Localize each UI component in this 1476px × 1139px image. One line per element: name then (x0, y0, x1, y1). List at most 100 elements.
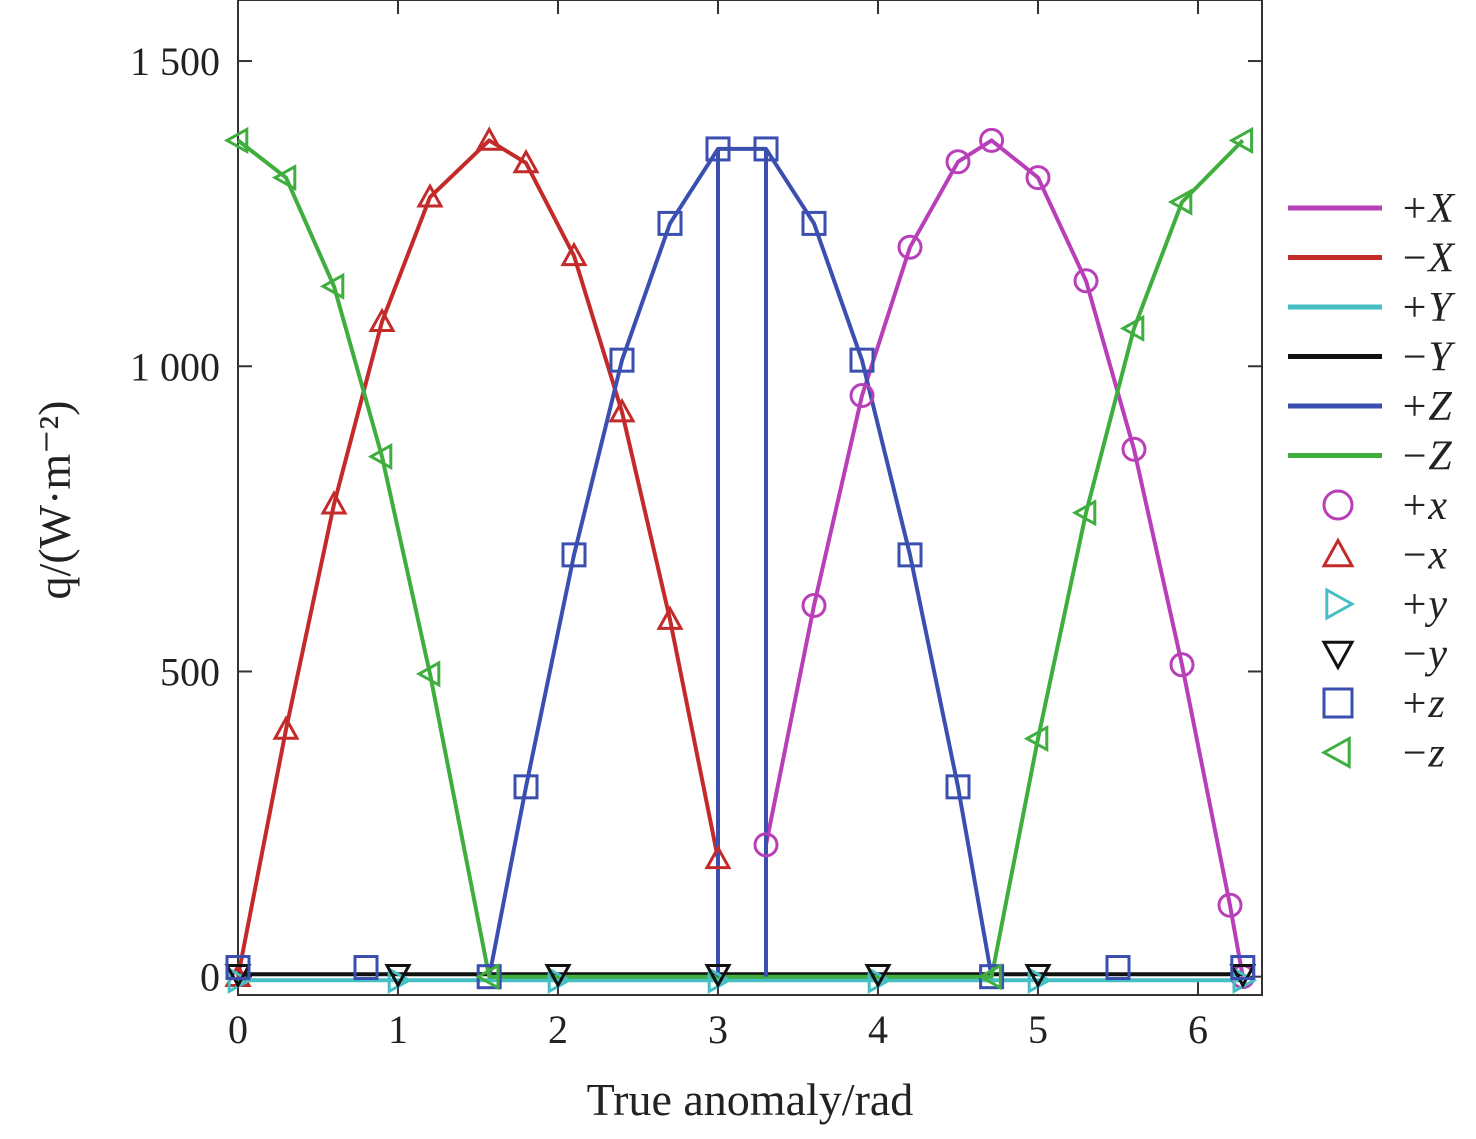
data-point (224, 963, 252, 989)
legend-layer: +X−X+Y−Y+Z−Z+x−x+y−y+z−z (1288, 186, 1456, 777)
data-point (704, 844, 732, 870)
data-point (1167, 188, 1193, 216)
series-line-−Z (236, 138, 1245, 979)
series-line-+Z (487, 146, 994, 978)
y-tick-label: 500 (160, 649, 220, 694)
series-markers-+x (753, 127, 1256, 990)
legend-marker-−x (1321, 537, 1355, 568)
data-point (801, 593, 827, 619)
data-point (979, 127, 1005, 153)
data-point (271, 164, 297, 192)
legend-label-−y: −y (1400, 632, 1447, 678)
data-point (945, 774, 971, 800)
legend-label-−z: −z (1400, 731, 1445, 777)
series-markers-−x (224, 126, 732, 987)
data-point (272, 715, 300, 740)
data-point (1023, 725, 1049, 753)
data-point (849, 383, 875, 409)
data-point (384, 963, 412, 989)
data-point (609, 347, 635, 373)
data-point (513, 774, 539, 800)
y-tick-label: 1 500 (130, 39, 220, 84)
data-point (704, 963, 732, 989)
y-tick-label: 1 000 (130, 344, 220, 389)
legend-label-+Z: +Z (1400, 384, 1452, 430)
x-tick-label: 2 (548, 1007, 568, 1052)
data-point (1105, 955, 1131, 981)
data-point (512, 148, 540, 174)
data-point (977, 963, 1002, 991)
data-point (753, 136, 779, 162)
legend-marker-+x (1322, 489, 1354, 521)
data-point (367, 443, 393, 471)
plot-frame (237, 0, 1263, 996)
axes-layer (237, 0, 1263, 996)
legend-label-+x: +x (1400, 483, 1447, 529)
data-point (608, 397, 636, 423)
legend-label-+X: +X (1400, 186, 1456, 232)
legend-marker-−z (1320, 735, 1351, 770)
x-tick-label: 0 (228, 1007, 248, 1052)
data-point (656, 605, 684, 630)
data-point (849, 347, 875, 373)
legend-label-+y: +y (1400, 582, 1447, 628)
legend-label-−x: −x (1400, 533, 1447, 579)
x-tick-label: 4 (868, 1007, 888, 1052)
x-tick-label: 5 (1028, 1007, 1048, 1052)
legend-label-−X: −X (1400, 236, 1456, 282)
legend-marker-−y (1321, 640, 1355, 671)
data-point (1025, 165, 1051, 191)
data-point (657, 210, 683, 236)
data-point (416, 183, 444, 208)
data-point (1217, 892, 1243, 918)
data-point (753, 832, 779, 858)
data-point (320, 490, 348, 515)
series-line-+X (764, 138, 1245, 978)
y-tick-label: 0 (200, 955, 220, 1000)
data-point (225, 955, 251, 981)
series-markers-−z (223, 126, 1254, 991)
data-point (1071, 499, 1097, 527)
data-point (561, 542, 587, 568)
data-point (1073, 268, 1099, 294)
series-line-−X (236, 138, 720, 978)
data-point (897, 542, 923, 568)
legend-marker-+z (1322, 687, 1354, 719)
data-point (319, 272, 345, 300)
series-layer (223, 126, 1257, 994)
data-point (1230, 955, 1256, 981)
ticks-layer: 0 1 2 3 4 5 6 0 500 1 000 1 500 (130, 0, 1262, 1052)
data-point (864, 963, 892, 989)
data-point (475, 963, 500, 991)
data-point (560, 241, 588, 267)
legend-marker-+y (1325, 587, 1356, 621)
data-point (353, 955, 379, 981)
data-point (1121, 436, 1147, 462)
y-axis-title: q/(W·m⁻²) (29, 400, 80, 599)
data-point (705, 136, 731, 162)
x-tick-label: 6 (1188, 1007, 1208, 1052)
data-point (801, 210, 827, 236)
x-tick-label: 3 (708, 1007, 728, 1052)
data-point (945, 149, 971, 175)
data-point (1229, 963, 1257, 989)
data-point (1228, 126, 1254, 154)
data-point (368, 307, 396, 332)
data-point (1119, 314, 1145, 342)
x-axis-title: True anomaly/rad (587, 1074, 914, 1125)
data-point (544, 963, 572, 989)
data-point (1169, 652, 1195, 678)
legend-label-−Z: −Z (1400, 434, 1452, 480)
x-tick-label: 1 (388, 1007, 408, 1052)
legend-label-+Y: +Y (1400, 285, 1456, 331)
series-markers-−y (224, 963, 1257, 989)
data-point (415, 660, 441, 688)
data-point (1024, 963, 1052, 989)
series-markers-+z (225, 136, 1256, 990)
legend-label-−Y: −Y (1400, 335, 1456, 381)
data-point (897, 234, 923, 260)
legend-label-+z: +z (1400, 681, 1445, 727)
data-point (223, 126, 249, 154)
